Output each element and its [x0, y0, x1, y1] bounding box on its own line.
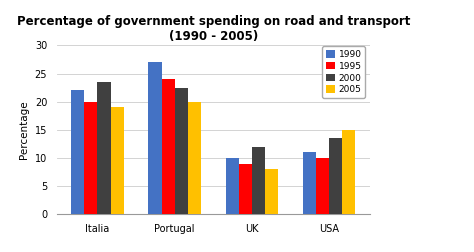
Bar — [226, 158, 239, 214]
Bar — [329, 138, 342, 214]
Bar — [188, 102, 201, 214]
Bar — [148, 62, 162, 214]
Bar — [162, 79, 174, 214]
Bar — [71, 90, 84, 214]
Bar — [316, 158, 329, 214]
Title: Percentage of government spending on road and transport
(1990 - 2005): Percentage of government spending on roa… — [17, 15, 410, 43]
Bar — [303, 152, 316, 214]
Y-axis label: Percentage: Percentage — [19, 101, 29, 159]
Bar — [97, 82, 110, 214]
Legend: 1990, 1995, 2000, 2005: 1990, 1995, 2000, 2005 — [322, 47, 365, 98]
Bar — [110, 107, 124, 214]
Bar — [252, 147, 265, 214]
Bar — [239, 164, 252, 214]
Bar — [265, 169, 278, 214]
Bar — [342, 130, 356, 214]
Bar — [174, 88, 188, 214]
Bar — [84, 102, 97, 214]
